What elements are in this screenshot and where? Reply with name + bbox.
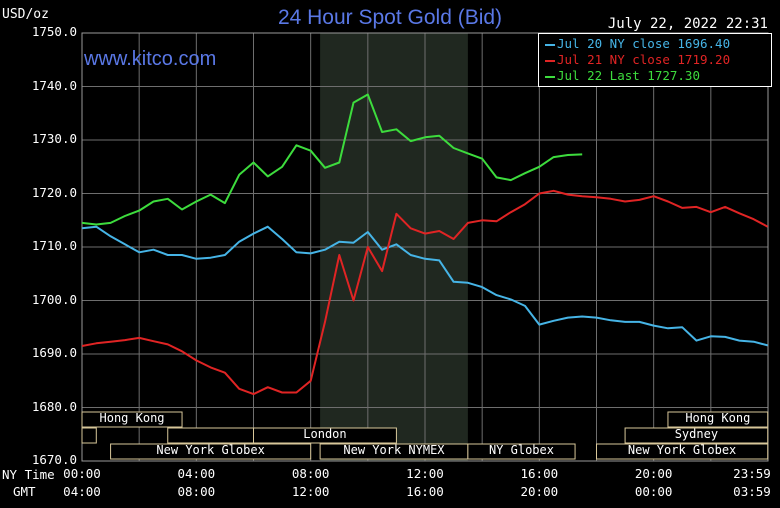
x-tick-label-ny: 00:00 — [63, 466, 101, 481]
series-line-1 — [81, 189, 769, 396]
legend-swatch-jul21 — [545, 59, 555, 62]
series-line-0 — [81, 225, 768, 347]
legend-label-jul21: Jul 21 NY close 1719.20 — [557, 52, 731, 67]
market-session-label: New York NYMEX — [343, 443, 445, 457]
gmt-row-label: GMT — [13, 484, 36, 499]
y-tick-label: 1670.0 — [31, 452, 77, 467]
x-tick-label-ny: 20:00 — [634, 466, 673, 481]
series-line-2 — [81, 93, 583, 226]
market-session-box — [667, 411, 769, 428]
market-session-label: Sydney — [674, 427, 719, 441]
market-session-box — [167, 427, 254, 444]
x-tick-label-ny: 04:00 — [177, 466, 216, 481]
x-tick-label-ny: 08:00 — [291, 466, 330, 481]
y-tick-label: 1680.0 — [31, 398, 77, 414]
market-session-box — [624, 427, 769, 444]
market-session-label: New York Globex — [627, 443, 737, 457]
website-watermark[interactable]: www.kitco.com — [84, 48, 217, 70]
legend-item-jul22: Jul 22 Last 1727.30 — [545, 68, 700, 84]
y-tick-label: 1690.0 — [31, 345, 77, 360]
market-session-label: NY Globex — [488, 443, 554, 457]
market-session-label: New York Globex — [156, 443, 265, 457]
plot-frame — [81, 32, 769, 462]
legend-label-jul22: Jul 22 Last 1727.30 — [557, 68, 700, 83]
legend: Jul 20 NY close 1696.40 Jul 21 NY close … — [538, 33, 772, 87]
legend-label-jul20: Jul 20 NY close 1696.40 — [557, 36, 731, 51]
y-tick-label: 1720.0 — [31, 184, 77, 200]
market-session-label: Hong Kong — [685, 411, 751, 425]
x-tick-label-gmt: 12:00 — [291, 484, 330, 499]
market-session-box — [596, 443, 769, 460]
x-tick-label-gmt: 04:00 — [63, 484, 101, 499]
ny-time-row-label: NY Time — [2, 467, 55, 482]
market-session-box — [81, 427, 97, 444]
market-session-box — [467, 443, 576, 460]
market-session-label: London — [303, 427, 347, 441]
chart-title: 24 Hour Spot Gold (Bid) — [277, 6, 503, 29]
legend-item-jul21: Jul 21 NY close 1719.20 — [545, 52, 730, 68]
x-tick-label-gmt: 03:59 — [733, 484, 771, 499]
y-tick-label: 1730.0 — [31, 131, 77, 146]
y-tick-label: 1700.0 — [31, 291, 77, 307]
legend-item-jul20: Jul 20 NY close 1696.40 — [545, 36, 730, 52]
legend-swatch-jul22 — [545, 75, 555, 78]
y-tick-label: 1750.0 — [31, 24, 77, 39]
x-tick-label-ny: 12:00 — [406, 466, 444, 481]
x-tick-label-ny: 16:00 — [520, 466, 559, 481]
x-tick-label-gmt: 00:00 — [634, 484, 673, 499]
market-session-label: Hong Kong — [99, 411, 165, 425]
y-unit-label: USD/oz — [2, 7, 49, 22]
timestamp: July 22, 2022 22:31 — [607, 16, 768, 32]
market-session-box — [253, 427, 397, 444]
y-tick-label: 1740.0 — [31, 77, 77, 93]
market-session-box — [110, 443, 312, 460]
x-tick-label-gmt: 16:00 — [406, 484, 444, 499]
market-session-box — [81, 411, 183, 428]
x-tick-label-gmt: 08:00 — [177, 484, 216, 499]
x-tick-label-gmt: 20:00 — [520, 484, 559, 499]
y-tick-label: 1710.0 — [31, 238, 77, 253]
legend-swatch-jul20 — [545, 43, 555, 46]
x-tick-label-ny: 23:59 — [733, 466, 771, 481]
